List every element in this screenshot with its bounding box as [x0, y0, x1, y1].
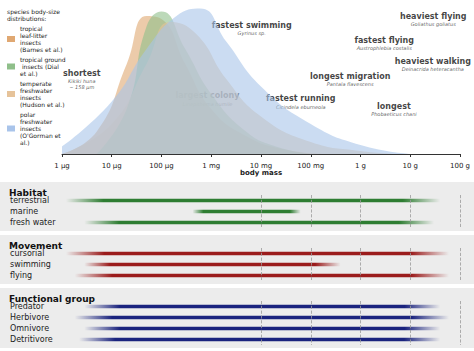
svg-text:Gyrinus sp.: Gyrinus sp.	[238, 30, 266, 37]
svg-text:Movement: Movement	[9, 241, 63, 251]
svg-text:fastest running: fastest running	[266, 94, 336, 103]
svg-text:fresh water: fresh water	[10, 218, 56, 227]
svg-text:insects: insects	[20, 94, 43, 101]
svg-text:Phobaeticus chani: Phobaeticus chani	[371, 111, 417, 117]
svg-text:10 g: 10 g	[402, 162, 418, 170]
svg-text:species body-size: species body-size	[7, 8, 62, 15]
svg-text:Habitat: Habitat	[9, 188, 48, 198]
svg-text:Goliathus goliatus: Goliathus goliatus	[411, 21, 456, 28]
svg-text:et al.): et al.)	[20, 70, 38, 77]
svg-text:Cicindela eburneola: Cicindela eburneola	[275, 103, 326, 110]
svg-text:100 µg: 100 µg	[149, 162, 173, 170]
svg-text:distributions:: distributions:	[7, 15, 46, 22]
svg-text:terrestrial: terrestrial	[10, 196, 50, 205]
svg-text:100 mg: 100 mg	[297, 162, 324, 170]
svg-text:fastest flying: fastest flying	[354, 36, 414, 45]
svg-text:1 mg: 1 mg	[202, 162, 220, 170]
svg-text:(Hudson et al.): (Hudson et al.)	[20, 101, 65, 108]
svg-text:insects: insects	[20, 125, 43, 132]
svg-text:Functional group: Functional group	[9, 294, 96, 304]
svg-text:100 g: 100 g	[450, 162, 470, 170]
svg-text:insects: insects	[20, 39, 43, 46]
svg-text:Omnivore: Omnivore	[10, 324, 49, 333]
svg-text:body mass: body mass	[240, 169, 282, 177]
svg-text:swimming: swimming	[10, 260, 51, 269]
svg-text:shortest: shortest	[63, 69, 101, 78]
svg-text:Kikiki huna: Kikiki huna	[68, 78, 96, 84]
svg-text:longest: longest	[377, 102, 411, 111]
svg-text:Austrophlebia costalis: Austrophlebia costalis	[356, 45, 413, 52]
svg-text:tropical ground: tropical ground	[20, 56, 66, 63]
svg-text:freshwater: freshwater	[20, 118, 54, 125]
svg-text:freshwater: freshwater	[20, 87, 54, 94]
svg-text:heaviest flying: heaviest flying	[400, 12, 467, 21]
svg-text:al.): al.)	[20, 139, 30, 146]
svg-text:(Barnes et al.): (Barnes et al.)	[20, 46, 63, 53]
svg-text:10 µg: 10 µg	[102, 162, 122, 170]
svg-text:1 µg: 1 µg	[54, 162, 70, 170]
svg-text:cursorial: cursorial	[10, 249, 45, 258]
svg-text:Predator: Predator	[10, 302, 44, 311]
svg-text:temperate: temperate	[20, 80, 54, 87]
svg-text:leaf-litter: leaf-litter	[20, 32, 49, 39]
svg-text:(O'Gorman et: (O'Gorman et	[20, 132, 63, 139]
svg-text:10 mg: 10 mg	[250, 162, 272, 170]
svg-text:insects (Dial: insects (Dial	[20, 63, 61, 70]
svg-text:Pantala flavescens: Pantala flavescens	[327, 81, 374, 87]
svg-text:heaviest walking: heaviest walking	[395, 57, 472, 66]
svg-text:tropical: tropical	[20, 25, 45, 32]
svg-text:1 g: 1 g	[355, 162, 366, 170]
svg-text:marine: marine	[10, 207, 38, 216]
svg-text:Deinacrida heteracantha: Deinacrida heteracantha	[402, 66, 464, 72]
svg-text:Herbivore: Herbivore	[10, 313, 49, 322]
svg-text:flying: flying	[10, 271, 32, 280]
svg-text:Detritivore: Detritivore	[10, 335, 53, 344]
svg-text:longest migration: longest migration	[310, 72, 391, 81]
svg-text:~ 158 µm: ~ 158 µm	[69, 84, 94, 91]
svg-text:fastest swimming: fastest swimming	[212, 21, 292, 30]
svg-text:polar: polar	[20, 111, 38, 118]
